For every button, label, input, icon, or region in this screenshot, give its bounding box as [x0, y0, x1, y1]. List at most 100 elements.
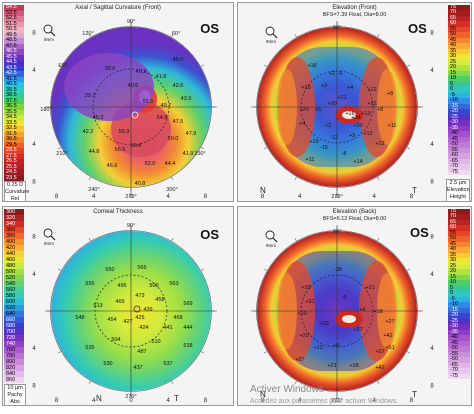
map-value: 46.6: [107, 163, 118, 169]
scale-step: 400: [4, 239, 24, 245]
thickness-scale-footer: 10 µm Pachy Abs: [4, 384, 26, 406]
scale-step: 5: [448, 285, 470, 292]
map-value: -28: [334, 267, 342, 273]
panel-title: Elevation (Back): [332, 209, 377, 215]
map-value: 439: [143, 307, 152, 313]
scale-step: 45: [448, 37, 470, 44]
map-value: +19: [301, 285, 310, 291]
map-value: 40.2: [136, 69, 147, 75]
axial-map[interactable]: 8 4 0 4 8 8 4 4 8 9mm 38.0 40.2 41.8 40.6 39.7 42.6 43.9…: [28, 15, 234, 201]
map-value: +13: [313, 345, 322, 351]
map-value: +20: [299, 107, 308, 113]
thickness-map[interactable]: 8 4 0 4 8 8 4 4 8 9mm 550 565 555 563 569 495 500 548 513 4…: [28, 219, 234, 405]
angle-tick: [294, 176, 297, 180]
zoom-icon[interactable]: 9mm: [265, 26, 278, 44]
map-value-labels: +16+20+21+16+12+15+20+12+4+3+11+19+13+20…: [299, 63, 397, 165]
scale-step: 15: [448, 70, 470, 77]
map-value-labels: 550 565 555 563 569 495 500 548 513 473 458 469 439 4…: [75, 265, 192, 371]
scale-step: 30: [448, 257, 470, 264]
scale-step: 560: [4, 287, 24, 293]
map-value: +2: [329, 71, 335, 77]
scale-step: 41.5: [4, 76, 24, 82]
panel-subtitle: BFS=6.12 Float, Dia=8.00: [322, 216, 387, 222]
y-tick-label: 4: [32, 346, 36, 352]
map-value: 56.4: [131, 143, 142, 149]
map-value: +34: [351, 115, 360, 121]
map-value: +11: [306, 157, 315, 163]
map-value: +17: [353, 327, 362, 333]
y-tick-label: 4: [430, 272, 434, 278]
scale-step: 23.5: [4, 175, 24, 181]
angle-tick: [294, 380, 297, 384]
angle-label: 120°: [82, 31, 93, 37]
map-value: 565: [137, 265, 146, 271]
scale-step: 42.5: [4, 70, 24, 77]
map-value: +8: [387, 91, 393, 97]
angle-tick: [88, 34, 91, 38]
scale-step: -70: [448, 163, 470, 170]
x-tick-label: 8: [55, 398, 59, 404]
angle-tick: [377, 176, 380, 180]
angle-tick: [377, 34, 380, 38]
scale-step: -10: [448, 97, 470, 104]
panel-subtitle: BFS=7.39 Float, Dia=8.00: [322, 12, 387, 18]
map-value: 555: [85, 281, 94, 287]
angle-tick: [264, 351, 268, 354]
windows-activation-hint: Accédez aux paramètres pour activer Wind…: [250, 398, 399, 405]
elevation-front-color-scale: 75 70 65 60 55 50 45 40 35 30 25 20 15 10 5 0 -5 -10 -15 -2…: [448, 4, 470, 175]
zoom-icon[interactable]: 9mm: [43, 24, 56, 42]
thinnest-point-marker: [131, 111, 139, 119]
temporal-label: T: [412, 186, 417, 195]
scale-step: 50: [448, 235, 470, 242]
x-tick-label: 4: [92, 194, 96, 200]
map-value: 537: [163, 361, 172, 367]
scale-step: 35.5: [4, 109, 24, 115]
zoom-icon[interactable]: 9mm: [43, 228, 56, 246]
axial-curvature-panel: 54.5 53.5 52.5 51.5 50.5 49.5 48.5 47.5 46.5 45.5…: [2, 2, 234, 202]
map-value: +5: [315, 107, 321, 113]
elevation-front-map[interactable]: 8 4 0 4 884489mm+16+20+21+16+12+15+20+12+4+3…: [240, 15, 438, 201]
scale-step: 50.5: [4, 26, 24, 33]
zoom-icon[interactable]: 9mm: [265, 230, 278, 248]
y-tick-label: 4: [32, 142, 36, 148]
scale-step: 10: [448, 75, 470, 82]
scale-step: 860: [4, 377, 24, 383]
elevation-back-map[interactable]: 8 4 0 4 8 8 4 4 8 9mm -28 +19 -6 +4 +18 +10 +20 +17 +20 +42…: [240, 219, 438, 405]
map-value: 44.8: [89, 149, 100, 155]
map-value-labels: -28+19-6+4 +18+10+20+17+20 +42+61+27+8+13+…: [295, 267, 394, 371]
map-value: 44.4: [165, 161, 176, 167]
y-tick-label: 4: [430, 346, 434, 352]
x-tick-label: 8: [55, 194, 59, 200]
map-frame: 8 4 0 4 8 8 4 4 8: [32, 225, 217, 404]
scale-step: -30: [448, 119, 470, 126]
scale-step: 24.5: [4, 169, 24, 176]
map-value: +42: [383, 333, 392, 339]
map-value: 458: [155, 297, 164, 303]
scale-step: 680: [4, 323, 24, 329]
scale-step: 620: [4, 305, 24, 311]
map-value: 441: [163, 325, 172, 331]
angle-tick: [58, 351, 62, 354]
scale-step-label: 2.5 µm: [449, 180, 467, 186]
scale-step: 50: [448, 31, 470, 38]
x-tick-label: 4: [167, 398, 171, 404]
scale-step: -5: [448, 296, 470, 303]
map-value: +2: [325, 123, 331, 129]
scale-step: -35: [448, 329, 470, 336]
map-value: 55.3: [119, 129, 130, 135]
angle-label: 90°: [333, 229, 341, 235]
angle-label: 90°: [127, 223, 135, 229]
scale-step: -25: [448, 114, 470, 121]
angle-tick: [171, 34, 174, 38]
axial-color-scale: 54.5 53.5 52.5 51.5 50.5 49.5 48.5 47.5 46.5 45.5…: [4, 4, 24, 181]
scale-step: 54.5: [4, 4, 24, 11]
map-value: +42: [375, 365, 384, 371]
scale-step: 640: [4, 311, 24, 317]
y-tick-label: 8: [32, 179, 36, 185]
eye-label: OS: [200, 21, 219, 36]
scale-step: 340: [4, 221, 24, 227]
scale-step: -20: [448, 108, 470, 115]
map-value: 530: [103, 361, 112, 367]
x-tick-label: 0: [335, 398, 339, 404]
scale-step: 36.5: [4, 103, 24, 110]
